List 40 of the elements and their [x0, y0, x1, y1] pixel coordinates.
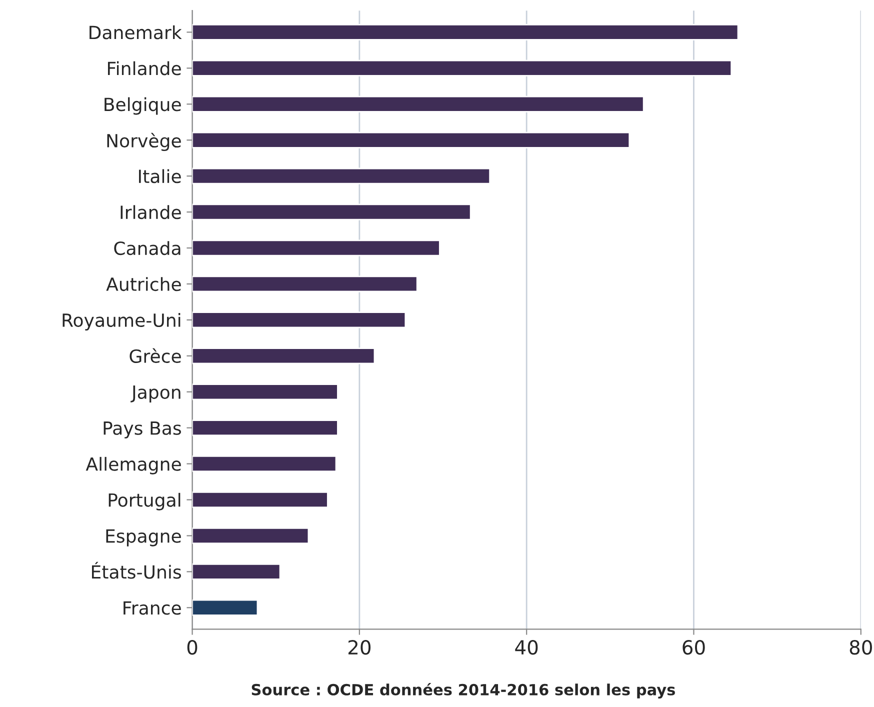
- bar: [192, 348, 376, 364]
- x-tick-label: 80: [850, 640, 872, 655]
- y-tick-label: Grèce: [130, 348, 181, 363]
- x-tick-label: 20: [348, 640, 371, 655]
- bar: [192, 599, 258, 616]
- y-tick-label: Belgique: [104, 97, 181, 115]
- bar: [192, 168, 491, 184]
- y-tick-label: Danemark: [90, 25, 182, 40]
- bar: [192, 384, 338, 400]
- y-tick-label: Royaume-Uni: [62, 313, 180, 331]
- x-tick-label: 0: [187, 640, 198, 655]
- bar: [192, 60, 732, 76]
- bar: [192, 240, 440, 256]
- y-tick-label: France: [124, 601, 181, 615]
- y-tick-label: Espagne: [106, 529, 181, 546]
- source-note: Source : OCDE données 2014-2016 selon les pays: [252, 683, 675, 699]
- bar: [192, 96, 644, 112]
- y-tick-label: Autriche: [106, 277, 181, 292]
- y-tick-label: États-Unis: [92, 562, 181, 579]
- y-tick-label: Pays Bas: [104, 422, 181, 438]
- bar: [192, 276, 418, 292]
- bar: [192, 204, 472, 220]
- y-tick-label: Norvège: [107, 132, 181, 152]
- bar: [192, 456, 337, 472]
- bar: [192, 563, 281, 580]
- bar: [192, 312, 406, 328]
- y-tick-label: Italie: [139, 169, 181, 184]
- x-tick-label: 60: [682, 640, 705, 655]
- bar: [192, 527, 310, 544]
- bar: [192, 132, 630, 148]
- bar: [192, 420, 338, 436]
- x-tick-label: 40: [515, 640, 538, 655]
- bar: [192, 492, 328, 508]
- y-tick-label: Allemagne: [86, 456, 181, 474]
- y-tick-label: Irlande: [120, 205, 181, 220]
- y-tick-label: Finlande: [108, 61, 181, 76]
- y-tick-label: Japon: [130, 386, 180, 402]
- y-tick-label: Canada: [114, 241, 180, 256]
- y-tick-label: Portugal: [108, 492, 180, 510]
- bar: [192, 24, 739, 40]
